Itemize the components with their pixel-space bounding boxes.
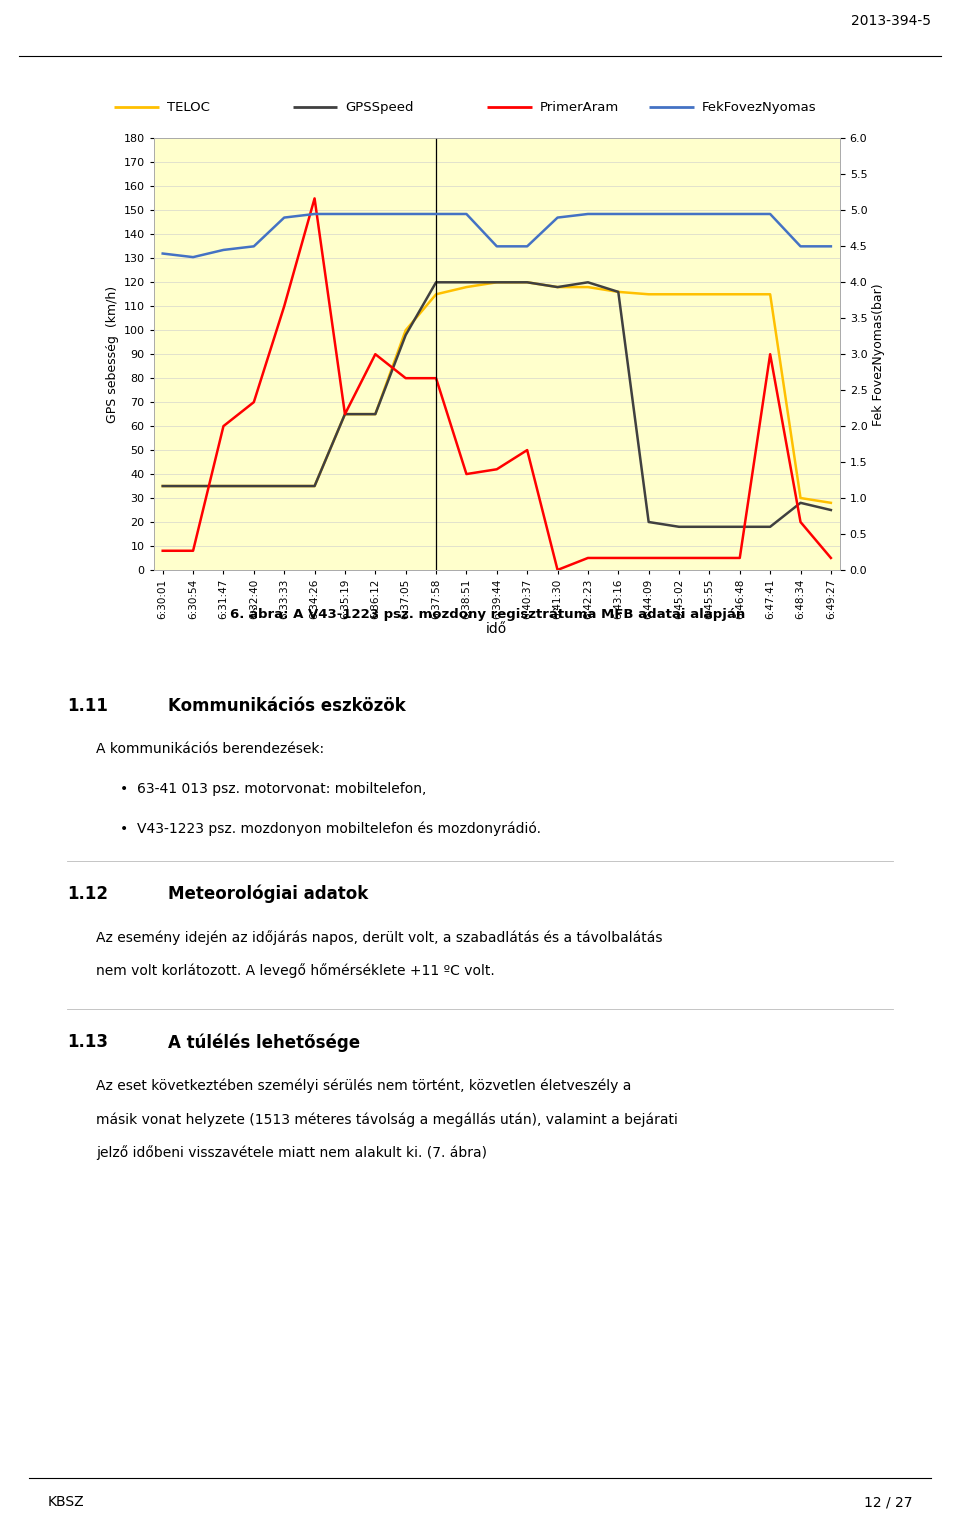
- Text: 1.11: 1.11: [67, 697, 108, 715]
- Text: Az esemény idején az időjárás napos, derült volt, a szabadlátás és a távolbalátá: Az esemény idején az időjárás napos, der…: [96, 930, 662, 945]
- Text: 1.12: 1.12: [67, 885, 108, 903]
- Text: FekFovezNyomas: FekFovezNyomas: [702, 102, 817, 114]
- Text: TELOC: TELOC: [167, 102, 209, 114]
- Text: •  63-41 013 psz. motorvonat: mobiltelefon,: • 63-41 013 psz. motorvonat: mobiltelefo…: [120, 782, 426, 795]
- Text: A túlélés lehetősége: A túlélés lehetősége: [168, 1033, 360, 1051]
- Text: 12 / 27: 12 / 27: [863, 1495, 912, 1509]
- Y-axis label: GPS sebesség  (km/h): GPS sebesség (km/h): [107, 286, 119, 423]
- Text: GPSSpeed: GPSSpeed: [346, 102, 414, 114]
- Text: Az eset következtében személyi sérülés nem történt, közvetlen életveszély a: Az eset következtében személyi sérülés n…: [96, 1079, 632, 1094]
- Text: 2013-394-5: 2013-394-5: [852, 14, 931, 29]
- Text: 6. ábra: A V43-1223 psz. mozdony regisztrátuma MFB adatai alapján: 6. ábra: A V43-1223 psz. mozdony regiszt…: [229, 608, 745, 621]
- Text: másik vonat helyzete (1513 méteres távolság a megállás után), valamint a bejárat: másik vonat helyzete (1513 méteres távol…: [96, 1112, 678, 1127]
- Text: jelző időbeni visszavétele miatt nem alakult ki. (7. ábra): jelző időbeni visszavétele miatt nem ala…: [96, 1145, 487, 1160]
- X-axis label: idő: idő: [486, 623, 508, 636]
- Text: 1.13: 1.13: [67, 1033, 108, 1051]
- Text: nem volt korlátozott. A levegő hőmérséklete +11 ºC volt.: nem volt korlátozott. A levegő hőmérsékl…: [96, 964, 494, 979]
- Text: KBSZ: KBSZ: [48, 1495, 84, 1509]
- Text: PrimerAram: PrimerAram: [540, 102, 619, 114]
- Text: A kommunikációs berendezések:: A kommunikációs berendezések:: [96, 742, 324, 756]
- Text: •  V43-1223 psz. mozdonyon mobiltelefon és mozdonyrádió.: • V43-1223 psz. mozdonyon mobiltelefon é…: [120, 821, 541, 836]
- Text: Meteorológiai adatok: Meteorológiai adatok: [168, 885, 369, 903]
- Y-axis label: Fek FovezNyomas(bar): Fek FovezNyomas(bar): [872, 283, 884, 426]
- Text: Kommunikációs eszközök: Kommunikációs eszközök: [168, 697, 406, 715]
